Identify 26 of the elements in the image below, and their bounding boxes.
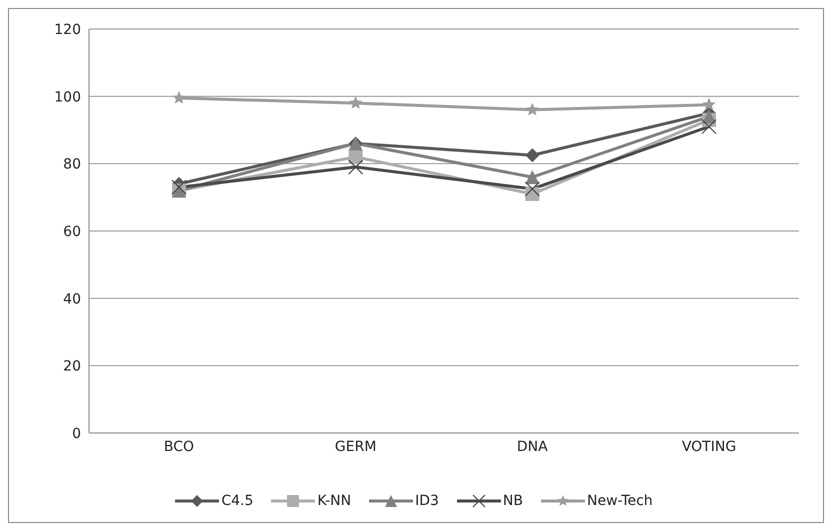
y-tick-label: 20 bbox=[63, 358, 81, 375]
legend-label: C4.5 bbox=[220, 493, 254, 509]
y-tick-label: 40 bbox=[63, 291, 81, 308]
legend-label: ID3 bbox=[414, 493, 439, 509]
legend-label: NB bbox=[502, 493, 523, 509]
y-tick-label: 80 bbox=[63, 156, 81, 173]
y-tick-label: 0 bbox=[72, 426, 81, 442]
point bbox=[172, 91, 186, 104]
x-tick-label: DNA bbox=[516, 438, 548, 455]
y-tick-label: 100 bbox=[54, 89, 81, 106]
point bbox=[702, 98, 716, 110]
point bbox=[171, 180, 187, 195]
point bbox=[701, 119, 717, 134]
x-tick-label: VOTING bbox=[682, 438, 736, 455]
x-tick-label: GERM bbox=[334, 438, 376, 455]
x-tick-label: BCO bbox=[164, 438, 194, 455]
y-tick-label: 120 bbox=[54, 22, 81, 38]
point bbox=[349, 96, 362, 109]
point bbox=[526, 102, 539, 116]
legend-label: New-Tech bbox=[586, 493, 653, 509]
point bbox=[348, 159, 364, 175]
point bbox=[524, 181, 540, 197]
point bbox=[525, 148, 540, 162]
y-tick-label: 60 bbox=[63, 224, 81, 240]
point bbox=[348, 150, 363, 164]
legend-label: K-NN bbox=[316, 493, 352, 509]
